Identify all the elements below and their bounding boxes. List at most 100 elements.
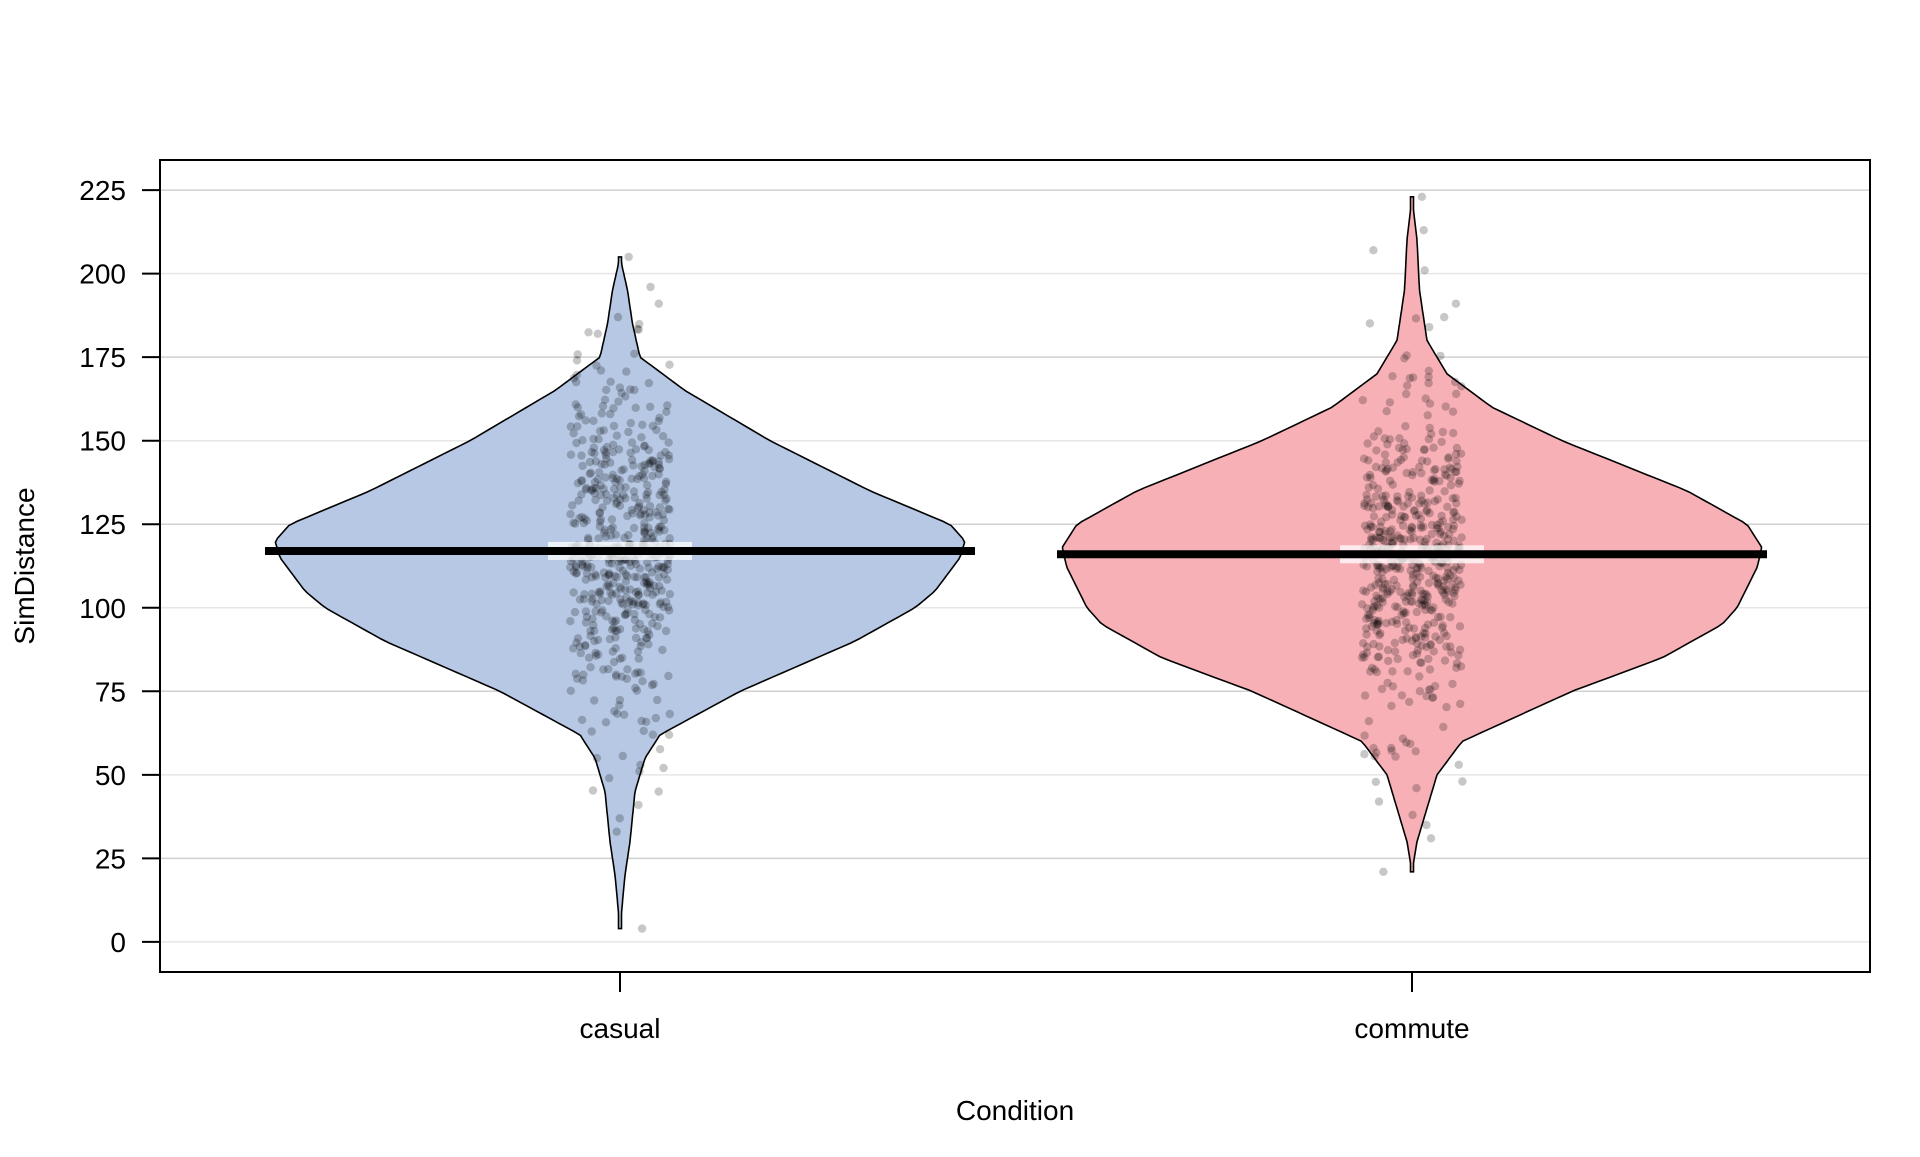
- data-point: [596, 515, 605, 524]
- data-point: [604, 570, 613, 579]
- data-point: [606, 531, 616, 540]
- data-point: [627, 505, 637, 515]
- data-point: [1388, 463, 1398, 472]
- data-point: [1431, 573, 1441, 583]
- data-point: [574, 496, 583, 505]
- data-point: [655, 613, 665, 622]
- data-point: [659, 570, 669, 579]
- data-point: [1409, 624, 1419, 633]
- data-point: [1373, 567, 1382, 576]
- data-point: [1366, 535, 1376, 544]
- data-point: [1445, 530, 1454, 539]
- data-point: [1448, 407, 1458, 416]
- data-point: [1391, 752, 1400, 761]
- data-point: [1455, 622, 1465, 631]
- data-point: [640, 474, 649, 483]
- data-point: [1399, 502, 1408, 511]
- data-point: [569, 588, 578, 597]
- data-point: [1412, 784, 1421, 793]
- data-point: [1368, 535, 1378, 544]
- data-point: [591, 495, 600, 505]
- data-point: [591, 457, 601, 466]
- data-point: [1448, 494, 1458, 503]
- data-point: [1412, 607, 1422, 617]
- data-point: [665, 709, 674, 719]
- data-point: [1434, 581, 1443, 590]
- data-point: [656, 598, 665, 607]
- data-point: [588, 486, 597, 495]
- data-point: [1395, 534, 1404, 543]
- data-point: [1375, 527, 1384, 537]
- data-point: [634, 502, 644, 511]
- data-point: [664, 438, 673, 447]
- data-point: [1450, 507, 1459, 517]
- data-point: [1407, 523, 1417, 533]
- data-point: [634, 598, 643, 608]
- data-point: [623, 511, 632, 521]
- data-point: [664, 671, 673, 681]
- data-point: [1382, 513, 1391, 522]
- data-point: [613, 572, 622, 582]
- data-point: [1426, 685, 1435, 694]
- y-tick-label: 125: [79, 509, 126, 540]
- data-point: [1366, 520, 1375, 529]
- data-point: [595, 522, 605, 531]
- data-point: [634, 590, 643, 599]
- data-point: [1417, 658, 1426, 667]
- data-point: [609, 578, 618, 588]
- data-point: [1375, 527, 1384, 537]
- data-point: [1380, 450, 1390, 459]
- data-point: [647, 680, 657, 690]
- data-point: [578, 461, 587, 471]
- data-point: [1373, 653, 1383, 662]
- data-point: [1382, 466, 1391, 475]
- data-point: [1432, 524, 1442, 533]
- data-point: [639, 599, 648, 608]
- data-point: [1422, 691, 1431, 701]
- data-point: [1448, 599, 1457, 608]
- data-point: [1376, 595, 1385, 604]
- data-point: [1369, 512, 1379, 521]
- data-point: [632, 686, 642, 695]
- data-point: [604, 596, 613, 606]
- data-point: [662, 407, 671, 416]
- data-point: [1430, 474, 1439, 483]
- data-point: [664, 454, 674, 464]
- data-point: [604, 664, 613, 674]
- data-point: [621, 610, 630, 620]
- violin-casual: [274, 256, 966, 930]
- data-point: [1424, 366, 1434, 375]
- data-point: [636, 641, 645, 651]
- data-point: [611, 477, 620, 487]
- data-point: [606, 588, 615, 598]
- data-point: [610, 571, 620, 581]
- data-point: [1364, 456, 1373, 465]
- data-point: [1401, 626, 1410, 635]
- data-point: [1408, 597, 1417, 606]
- data-point: [1399, 609, 1409, 618]
- data-point: [1405, 487, 1414, 497]
- data-point: [635, 564, 644, 573]
- data-point: [576, 648, 585, 658]
- data-point: [1402, 351, 1411, 360]
- data-point: [1454, 760, 1464, 769]
- data-point: [658, 432, 668, 441]
- data-point: [1441, 572, 1451, 581]
- data-point: [1393, 492, 1402, 501]
- data-point: [600, 460, 609, 469]
- data-point: [1426, 640, 1435, 650]
- data-point: [1452, 467, 1461, 477]
- data-point: [1380, 434, 1389, 443]
- data-point: [602, 490, 611, 499]
- data-point: [1363, 495, 1372, 504]
- data-point: [1432, 520, 1442, 530]
- data-point: [1400, 439, 1409, 448]
- data-point: [642, 717, 651, 726]
- data-point: [662, 494, 671, 503]
- data-point: [611, 644, 620, 653]
- data-point: [569, 429, 578, 438]
- data-point: [642, 577, 651, 586]
- data-point: [642, 490, 651, 499]
- data-point: [640, 526, 649, 535]
- data-point: [630, 572, 639, 582]
